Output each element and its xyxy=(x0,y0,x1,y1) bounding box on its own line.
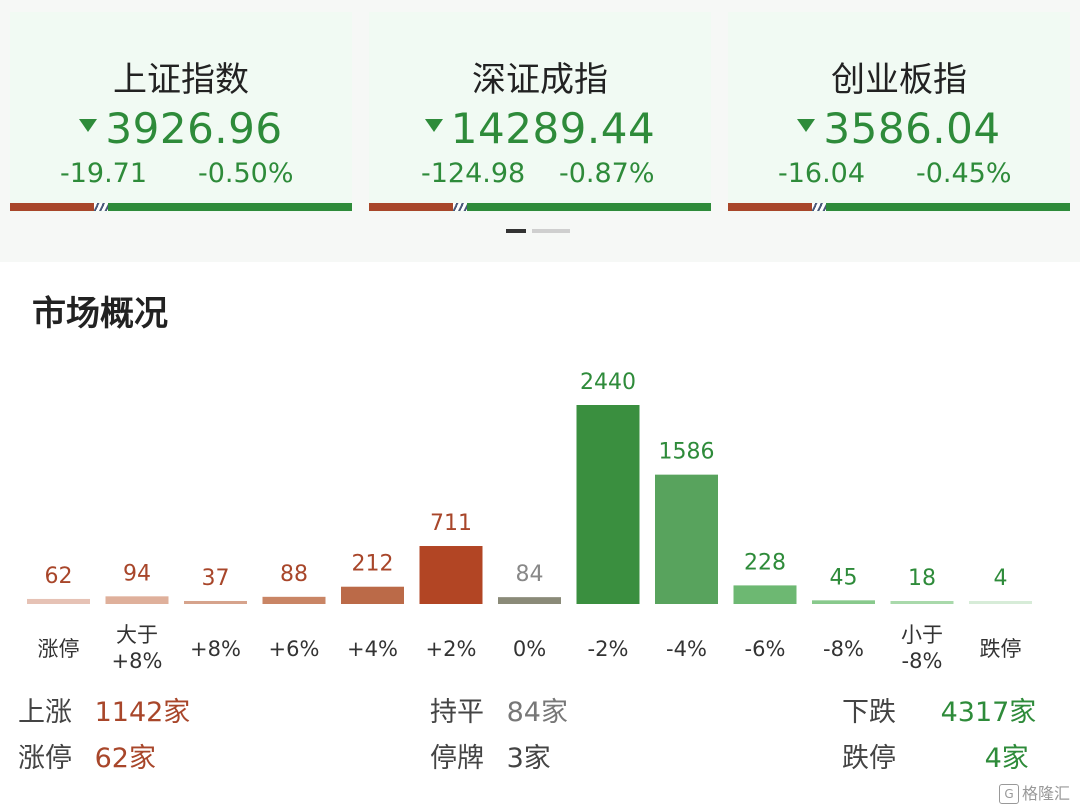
bar-value-label: 45 xyxy=(830,565,858,590)
stat-flat-value: 84家 xyxy=(506,697,568,728)
bar-6 xyxy=(498,597,561,604)
category-label: +4% xyxy=(347,637,398,661)
bar-value-label: 18 xyxy=(908,566,936,591)
category-label: 大于 +8% xyxy=(111,623,163,673)
bar-3 xyxy=(262,596,326,604)
bar-0 xyxy=(27,598,90,604)
bar-1 xyxy=(105,596,169,604)
stat-suspended-label: 停牌 xyxy=(430,743,484,774)
stat-down-label: 下跌 xyxy=(842,697,896,728)
bar-4 xyxy=(341,586,404,604)
stat-limit-down-value: 4家 xyxy=(984,743,1029,774)
category-label: -4% xyxy=(666,637,707,661)
stat-up: 上涨 1142家 xyxy=(18,690,190,729)
bar-5 xyxy=(419,546,483,604)
stat-suspended: 停牌 3家 xyxy=(430,736,551,775)
index-change-pct: -0.50% xyxy=(198,158,294,189)
index-card-shenzhen[interactable]: 深证成指 14289.44 -124.98 -0.87% xyxy=(369,12,711,212)
breadth-bar xyxy=(728,203,1070,211)
down-triangle-icon xyxy=(797,119,816,132)
index-name: 上证指数 xyxy=(113,60,249,100)
index-price: 3926.96 xyxy=(105,104,283,153)
breadth-bar-flat xyxy=(94,203,108,211)
pager-dot-active[interactable] xyxy=(506,229,526,233)
bar-value-label: 228 xyxy=(744,550,786,575)
watermark: G 格隆汇 xyxy=(998,780,1070,804)
index-price: 14289.44 xyxy=(450,104,656,153)
index-name: 深证成指 xyxy=(472,60,608,100)
stat-limit-up-label: 涨停 xyxy=(18,743,72,774)
bar-value-label: 1586 xyxy=(659,440,715,465)
bar-value-label: 711 xyxy=(430,511,472,536)
breadth-bar-down xyxy=(826,203,1070,211)
breadth-bar xyxy=(369,203,711,211)
breadth-bar-flat xyxy=(812,203,826,211)
breadth-bar-down xyxy=(108,203,352,211)
breadth-bar-flat xyxy=(453,203,467,211)
category-label: -2% xyxy=(587,637,629,661)
watermark-logo-icon: G xyxy=(998,784,1019,804)
index-card-chinext[interactable]: 创业板指 3586.04 -16.04 -0.45% xyxy=(728,12,1070,212)
breadth-bar-up xyxy=(369,203,453,211)
stat-flat: 持平 84家 xyxy=(430,690,568,729)
category-label: +8% xyxy=(190,637,241,661)
bar-value-label: 88 xyxy=(280,562,308,587)
down-triangle-icon xyxy=(424,119,443,132)
bar-value-label: 37 xyxy=(202,566,230,591)
category-label: 小于 -8% xyxy=(901,623,943,673)
bar-value-label: 212 xyxy=(352,552,394,577)
stat-limit-down-label: 跌停 xyxy=(842,743,896,774)
index-change-pct: -0.87% xyxy=(559,158,655,189)
section-title: 市场概况 xyxy=(32,294,168,334)
breadth-bar xyxy=(10,203,352,211)
breadth-bar-down xyxy=(467,203,711,211)
bar-value-label: 62 xyxy=(45,564,73,589)
category-label: +2% xyxy=(425,637,477,661)
stat-suspended-value: 3家 xyxy=(506,743,551,774)
bar-12 xyxy=(969,601,1032,604)
stat-down-value: 4317家 xyxy=(940,697,1037,728)
bar-value-label: 4 xyxy=(994,566,1008,591)
bar-value-label: 2440 xyxy=(580,370,636,395)
category-label: 0% xyxy=(512,637,547,661)
bar-8 xyxy=(655,474,718,604)
index-card-shanghai[interactable]: 上证指数 3926.96 -19.71 -0.50% xyxy=(10,12,352,212)
index-price: 3586.04 xyxy=(823,104,1001,153)
pager-dot[interactable] xyxy=(532,229,570,233)
stat-limit-up-value: 62家 xyxy=(94,743,156,774)
category-label: 跌停 xyxy=(979,637,1022,661)
bar-value-label: 84 xyxy=(516,562,544,587)
index-change: -124.98 xyxy=(421,158,526,189)
category-label: 涨停 xyxy=(37,637,80,661)
bar-11 xyxy=(890,601,954,604)
category-label: -6% xyxy=(744,637,786,661)
breadth-bar-up xyxy=(728,203,812,211)
category-label: -8% xyxy=(823,637,864,661)
stat-flat-label: 持平 xyxy=(430,697,484,728)
stat-limit-down: 跌停 4家 xyxy=(842,736,1029,775)
bar-9 xyxy=(733,585,797,604)
down-triangle-icon xyxy=(79,119,98,132)
bar-2 xyxy=(184,600,247,604)
index-name: 创业板指 xyxy=(831,60,967,100)
watermark-text: 格隆汇 xyxy=(1021,783,1070,803)
index-change: -16.04 xyxy=(778,158,866,189)
breadth-bar-up xyxy=(10,203,94,211)
bar-7 xyxy=(576,405,640,604)
index-change-pct: -0.45% xyxy=(916,158,1012,189)
stat-down: 下跌 4317家 xyxy=(842,690,1036,729)
category-label: +6% xyxy=(268,637,320,661)
bar-10 xyxy=(812,600,875,604)
index-change: -19.71 xyxy=(60,158,148,189)
bar-value-label: 94 xyxy=(123,561,151,586)
distribution-chart: 62 94 37 88 212 711 84 2440 1586 228 45 18 4 xyxy=(27,370,1032,604)
stat-up-label: 上涨 xyxy=(18,697,72,728)
stat-up-value: 1142家 xyxy=(94,697,191,728)
stat-limit-up: 涨停 62家 xyxy=(18,736,156,775)
